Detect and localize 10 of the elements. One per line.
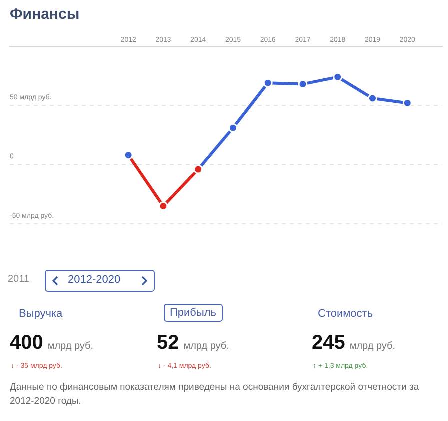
text: 2011 — [8, 274, 30, 285]
text: Стоимость — [318, 308, 374, 320]
text: 245 млрд руб. — [312, 332, 396, 354]
text: Выручка — [19, 308, 63, 320]
chart-title: Финансы — [10, 6, 80, 23]
text: 400 млрд руб. — [10, 332, 94, 354]
text: Прибыль — [164, 304, 223, 322]
text: 2012-2020 — [68, 274, 121, 286]
text: Данные по финансовым показателям приведены на основании бухгалтерской отчетности за 2012-2020 годы. — [10, 381, 420, 409]
text: 52 млрд руб. — [157, 332, 230, 354]
